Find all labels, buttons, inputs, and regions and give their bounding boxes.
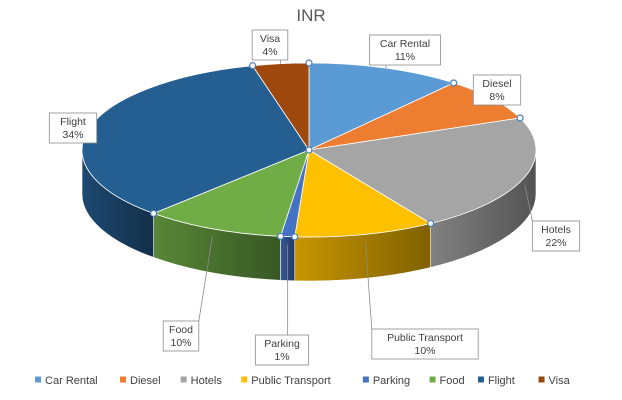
- data-label-value: 10%: [414, 345, 435, 357]
- legend-swatch: [538, 376, 545, 383]
- data-label-value: 1%: [274, 351, 289, 363]
- data-label-value: 10%: [170, 337, 191, 349]
- selection-handle: [305, 146, 313, 154]
- selection-handle: [291, 233, 299, 241]
- legend-label: Hotels: [191, 375, 223, 387]
- data-label-value: 34%: [62, 129, 83, 141]
- data-label-value: 11%: [395, 51, 415, 63]
- data-label-value: 4%: [262, 46, 277, 58]
- legend-item-public-transport[interactable]: Public Transport: [241, 375, 331, 387]
- slice-car-rental[interactable]: [308, 62, 455, 151]
- legend-swatch: [35, 376, 42, 383]
- selection-handle: [450, 79, 458, 87]
- leader-line: [524, 184, 533, 222]
- data-label-box: [369, 34, 441, 66]
- data-label-value: 8%: [489, 91, 504, 103]
- legend-item-hotels[interactable]: Hotels: [180, 375, 223, 387]
- data-label-category: Public Transport: [387, 332, 463, 344]
- data-label-category: Flight: [60, 116, 86, 128]
- data-label-category: Car Rental: [380, 38, 430, 50]
- legend-item-car-rental[interactable]: Car Rental: [35, 375, 98, 387]
- data-label-box: [162, 320, 200, 352]
- pie-dots: [150, 59, 524, 241]
- selection-handle: [248, 62, 257, 70]
- pie-sides: [81, 149, 537, 282]
- data-label-value: 22%: [545, 237, 566, 249]
- legend-item-food[interactable]: Food: [429, 375, 465, 387]
- data-label-category: Diesel: [482, 78, 511, 90]
- slice-hotels[interactable]: [307, 117, 537, 224]
- legend-item-visa[interactable]: Visa: [538, 375, 571, 387]
- legend-swatch: [241, 376, 248, 383]
- selection-handle: [427, 219, 435, 228]
- slice-food[interactable]: [152, 149, 310, 237]
- legend-swatch: [362, 376, 369, 383]
- legend-swatch: [477, 376, 484, 383]
- legend-label: Flight: [488, 375, 515, 387]
- data-label-box: [531, 220, 581, 252]
- legend-item-flight[interactable]: Flight: [477, 375, 515, 387]
- legend-label: Diesel: [130, 375, 161, 387]
- data-label-category: Hotels: [541, 224, 571, 236]
- legend-label: Food: [440, 375, 465, 387]
- data-label-box: [472, 74, 522, 106]
- legend-item-diesel[interactable]: Diesel: [120, 375, 161, 387]
- data-label-box: [371, 328, 479, 360]
- slice-public-transport[interactable]: [294, 149, 432, 238]
- legend: Car Rental Diesel Hotels Public Transport Pa…: [35, 375, 571, 387]
- legend-swatch: [120, 376, 127, 383]
- selection-handle: [305, 59, 313, 67]
- selection-handle: [516, 114, 524, 122]
- legend-label: Parking: [373, 375, 410, 387]
- data-label-category: Food: [169, 324, 193, 336]
- data-label-box: [48, 112, 98, 144]
- selection-handle: [150, 209, 158, 218]
- legend-swatch: [180, 376, 187, 383]
- leader-line: [198, 236, 213, 322]
- legend-label: Car Rental: [45, 375, 98, 387]
- data-label-box: [251, 29, 289, 61]
- legend-item-parking[interactable]: Parking: [362, 375, 410, 387]
- leader-line: [365, 242, 373, 330]
- chart-title: INR: [296, 6, 325, 25]
- data-label-category: Visa: [260, 33, 280, 45]
- legend-label: Visa: [549, 375, 571, 387]
- data-label-box: [254, 334, 310, 366]
- pie-top: [81, 62, 537, 238]
- legend-label: Public Transport: [251, 375, 330, 387]
- legend-swatch: [429, 376, 436, 383]
- selection-handle: [276, 232, 285, 240]
- data-label-category: Parking: [264, 338, 300, 350]
